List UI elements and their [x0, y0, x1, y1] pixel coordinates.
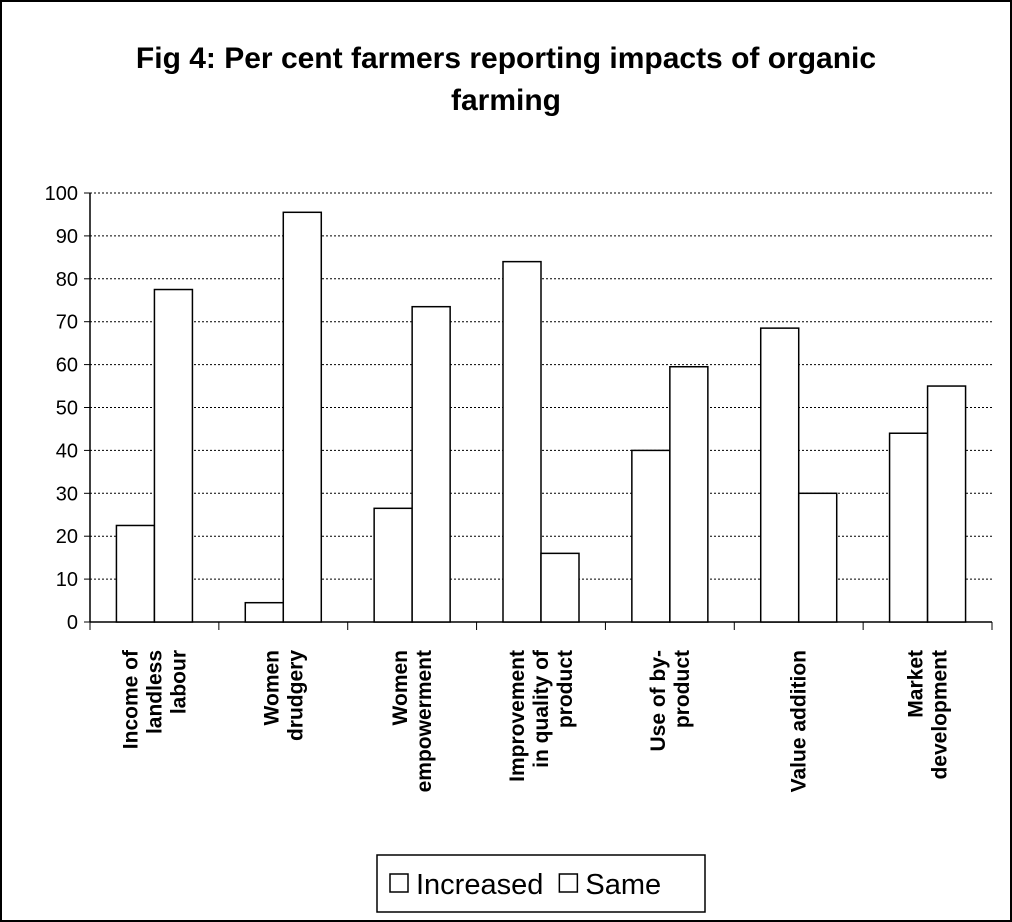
bar: [153, 288, 194, 623]
x-tick-label: Income oflandlesslabour: [119, 649, 190, 749]
y-tick-label: 100: [45, 183, 78, 205]
legend-swatch: [558, 873, 579, 893]
bar: [411, 305, 451, 623]
y-tick-label: 50: [56, 398, 78, 420]
bar: [115, 524, 156, 623]
y-tick-label: 60: [56, 355, 78, 377]
y-tick-label: 80: [56, 269, 78, 291]
legend-swatch: [389, 873, 409, 893]
legend-label: Same: [585, 869, 661, 901]
bar: [244, 601, 285, 623]
bar: [282, 211, 323, 623]
bar: [926, 385, 967, 623]
x-tick-label: Womendrudgery: [260, 650, 307, 741]
x-tick-label: Marketdevelopment: [905, 650, 952, 780]
bar: [540, 552, 580, 623]
bar: [631, 449, 671, 623]
y-tick-label: 90: [56, 226, 78, 248]
x-tick-label: Value addition: [788, 650, 811, 792]
x-tick-label: Improvementin quality ofproduct: [506, 649, 577, 782]
chart-title: Fig 4: Per cent farmers reporting impact…: [136, 42, 876, 117]
bar: [759, 327, 800, 623]
legend: Increased Same: [376, 854, 706, 913]
x-tick-label: Womenempowerment: [389, 650, 436, 792]
bar: [797, 492, 838, 623]
x-tick-label: Use of by-product: [647, 650, 694, 752]
bar: [373, 507, 413, 623]
legend-box: [376, 854, 706, 913]
y-tick-label: 30: [56, 483, 78, 505]
y-tick-label: 0: [67, 612, 78, 634]
legend-label: Increased: [416, 869, 543, 901]
y-tick-label: 10: [56, 569, 78, 591]
y-tick-label: 20: [56, 526, 78, 548]
y-tick-label: 70: [56, 312, 78, 334]
bar: [669, 365, 709, 623]
y-tick-label: 40: [56, 440, 78, 462]
bar: [502, 260, 542, 623]
bar: [888, 432, 929, 623]
